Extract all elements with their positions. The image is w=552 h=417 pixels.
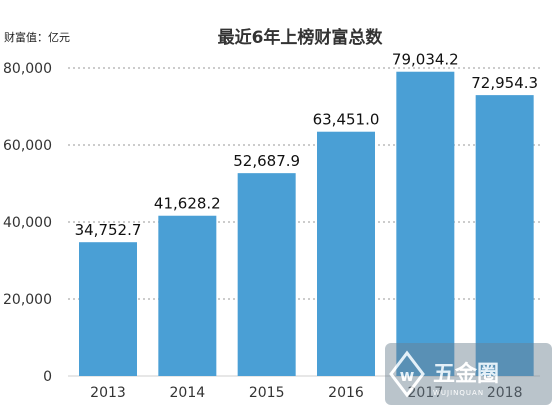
bar-2014 (158, 215, 217, 376)
svg-text:w: w (400, 366, 415, 385)
bars (79, 71, 534, 377)
w-logo-icon: w (389, 350, 425, 398)
data-label: 72,954.3 (471, 74, 538, 92)
data-labels: 34,752.7 41,628.2 52,687.9 63,451.0 79,034.2… (75, 51, 538, 239)
y-tick-label: 60,000 (3, 138, 52, 154)
y-tick-label: 80,000 (3, 61, 52, 77)
watermark: w 五金圈 WUJINQUAN (385, 343, 552, 405)
y-tick-label: 40,000 (3, 215, 52, 231)
data-label: 63,451.0 (313, 111, 380, 129)
data-label: 79,034.2 (392, 51, 459, 69)
y-tick-label: 0 (43, 369, 52, 385)
x-tick-label: 2015 (249, 385, 285, 401)
watermark-sub: WUJINQUAN (433, 389, 484, 397)
x-tick-label: 2017 (408, 385, 444, 401)
watermark-brand: 五金圈 (433, 361, 499, 387)
bar-2018 (475, 95, 534, 376)
x-tick-label: 2018 (487, 385, 523, 401)
data-label: 34,752.7 (75, 221, 142, 239)
data-label: 52,687.9 (233, 152, 300, 170)
bar-2015 (237, 173, 296, 376)
x-axis-ticks: 2013 2014 2015 2016 2017 2018 (90, 385, 522, 401)
x-tick-label: 2016 (328, 385, 364, 401)
gridlines (68, 67, 540, 377)
bar-2016 (317, 131, 375, 376)
unit-label: 财富值：亿元 (4, 30, 70, 44)
chart-title: 最近6年上榜财富总数 (218, 27, 384, 48)
watermark-backdrop (385, 343, 552, 405)
x-tick-label: 2013 (90, 385, 126, 401)
bar-2017 (396, 71, 455, 377)
y-tick-label: 20,000 (3, 292, 52, 308)
x-tick-label: 2014 (170, 385, 206, 401)
bar-2013 (79, 242, 137, 376)
y-axis-ticks: 0 20,000 40,000 60,000 80,000 (3, 61, 52, 385)
data-label: 41,628.2 (154, 195, 221, 213)
